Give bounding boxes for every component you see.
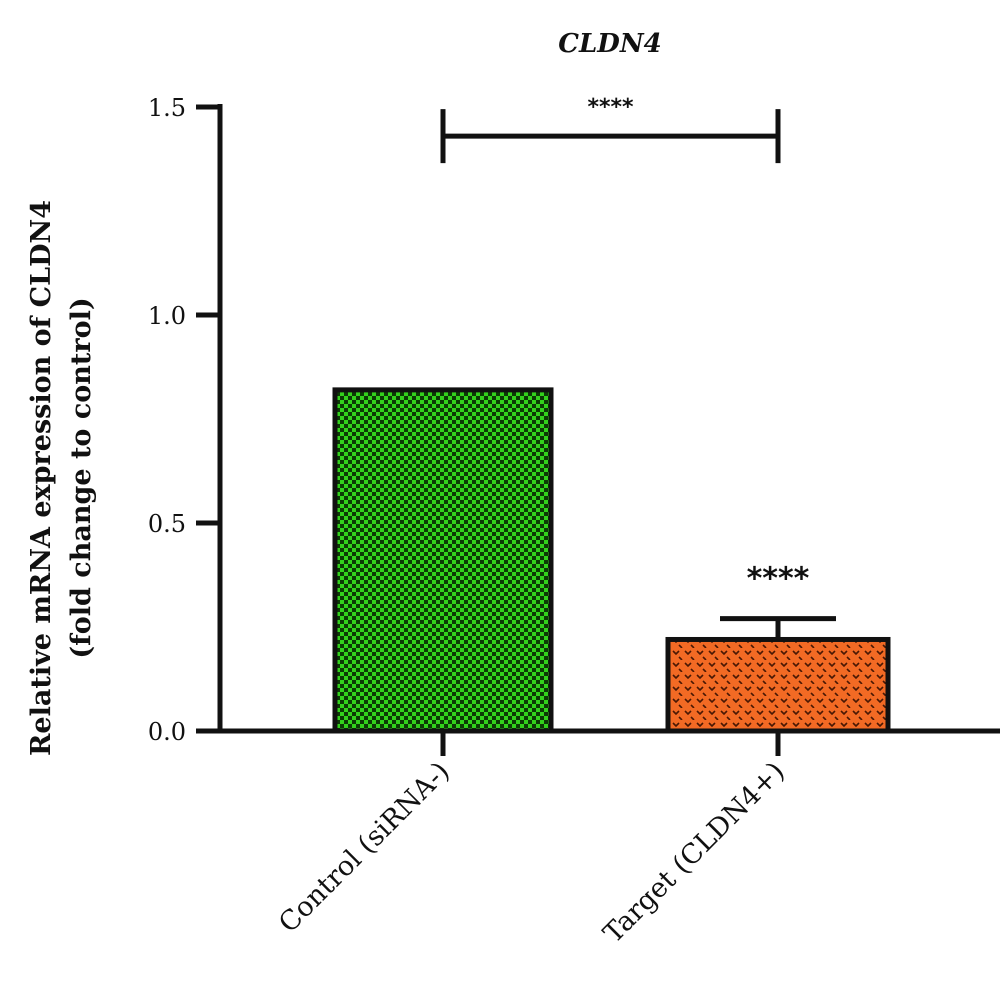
- comparison-significance-label: ****: [587, 95, 634, 120]
- chart-title: CLDN4: [558, 29, 661, 59]
- y-tick-label: 0.0: [148, 718, 186, 746]
- x-axis-ticks: Control (siRNA-) Target (CLDN4+): [273, 731, 791, 949]
- y-axis-ticks: 0.0 0.5 1.0 1.5: [148, 94, 220, 746]
- bar-target: [665, 636, 891, 734]
- y-tick-label: 1.5: [148, 94, 186, 122]
- y-axis-label-line2: (fold change to control): [66, 297, 97, 658]
- x-category-label: Target (CLDN4+): [598, 756, 791, 949]
- y-tick-label: 1.0: [148, 302, 186, 330]
- y-tick-label: 0.5: [148, 510, 186, 538]
- bar-control: [332, 387, 554, 734]
- x-category-label: Control (siRNA-): [273, 756, 456, 939]
- significance-annotations: **** ****: [440, 95, 810, 597]
- y-axis-label-line1: Relative mRNA expression of CLDN4: [26, 200, 57, 756]
- bars: [332, 387, 891, 734]
- bar-significance-label: ****: [747, 562, 810, 597]
- y-axis-label: Relative mRNA expression of CLDN4 (fold …: [26, 200, 97, 756]
